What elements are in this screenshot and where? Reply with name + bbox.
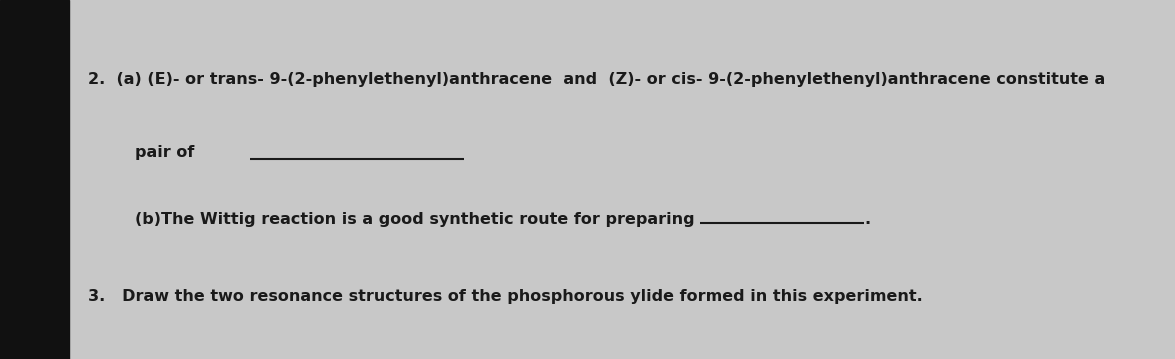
- Text: (b)The Wittig reaction is a good synthetic route for preparing: (b)The Wittig reaction is a good synthet…: [135, 212, 694, 227]
- Text: 3.   Draw the two resonance structures of the phosphorous ylide formed in this e: 3. Draw the two resonance structures of …: [88, 289, 922, 304]
- Text: pair of: pair of: [135, 145, 195, 160]
- Bar: [0, 0, 69, 359]
- Text: 2.  (a) (E)- or trans- 9-(2-phenylethenyl)anthracene  and  (Z)- or cis- 9-(2-phe: 2. (a) (E)- or trans- 9-(2-phenylethenyl…: [88, 72, 1106, 87]
- Text: .: .: [865, 212, 871, 227]
